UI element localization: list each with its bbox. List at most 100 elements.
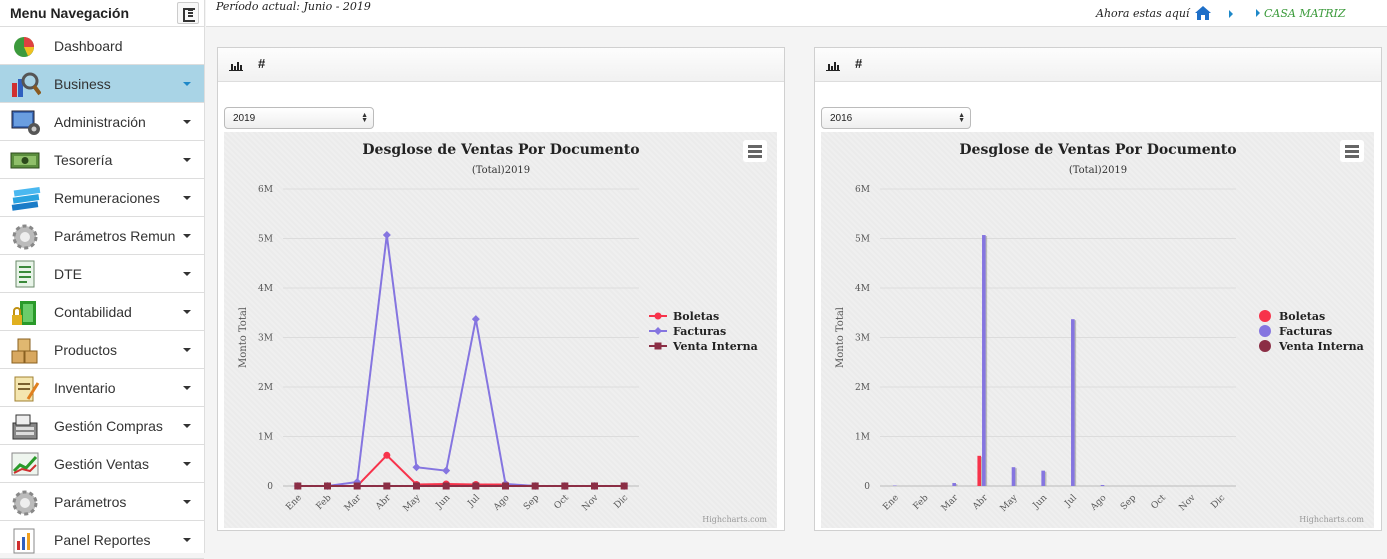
sales-chart-panel-line: # 2019 ▲▼ Desglose de Ventas Por Documen… xyxy=(217,47,785,531)
breadcrumb-separator-icon xyxy=(1256,9,1260,17)
sidebar-item-inventario[interactable]: Inventario xyxy=(0,369,204,407)
sidebar-item-label: Remuneraciones xyxy=(54,190,160,206)
year-select-value: 2016 xyxy=(830,113,852,124)
x-tick-label: Nov xyxy=(581,492,602,513)
x-tick-label: Ene xyxy=(284,493,304,513)
bar[interactable] xyxy=(1071,319,1075,486)
data-point[interactable] xyxy=(532,483,539,490)
sidebar-item-business[interactable]: Business xyxy=(0,65,204,103)
x-tick-label: Dic xyxy=(613,493,631,511)
x-tick-label: Ago xyxy=(1088,493,1108,513)
sidebar-item-label: Tesorería xyxy=(54,152,112,168)
sidebar-item-panel-reportes[interactable]: Panel Reportes xyxy=(0,521,204,559)
x-tick-label: Oct xyxy=(553,493,572,512)
bar[interactable] xyxy=(1012,467,1016,486)
legend-item-boletas[interactable]: Boletas xyxy=(1259,310,1325,323)
data-point[interactable] xyxy=(383,483,390,490)
chart-menu-icon[interactable] xyxy=(1340,140,1364,162)
legend-item-facturas[interactable]: Facturas xyxy=(649,325,726,338)
legend-item-venta-interna[interactable]: Venta Interna xyxy=(1259,340,1364,353)
y-tick-label: 2M xyxy=(258,383,273,393)
sidebar-item-contabilidad[interactable]: Contabilidad xyxy=(0,293,204,331)
sidebar-item-parametros-remun[interactable]: Parámetros Remun xyxy=(0,217,204,255)
bar[interactable] xyxy=(952,483,956,486)
sidebar-item-tesoreria[interactable]: Tesorería xyxy=(0,141,204,179)
panel-hash: # xyxy=(258,56,265,71)
sidebar-item-dte[interactable]: DTE xyxy=(0,255,204,293)
sidebar-item-dashboard[interactable]: Dashboard xyxy=(0,27,204,65)
data-point[interactable] xyxy=(324,483,331,490)
legend-marker-icon xyxy=(1259,340,1271,352)
chevron-down-icon xyxy=(183,82,191,86)
data-point[interactable] xyxy=(383,231,391,239)
bar[interactable] xyxy=(982,235,986,486)
data-point[interactable] xyxy=(621,483,628,490)
sidebar-item-administracion[interactable]: Administración xyxy=(0,103,204,141)
sidebar-item-label: Contabilidad xyxy=(54,304,132,320)
data-point[interactable] xyxy=(443,483,450,490)
sidebar-item-label: DTE xyxy=(54,266,82,282)
legend-item-facturas[interactable]: Facturas xyxy=(1259,325,1332,338)
sidebar-toggle-icon[interactable] xyxy=(177,2,199,24)
panel-hash: # xyxy=(855,56,862,71)
sidebar-item-label: Panel Reportes xyxy=(54,532,151,548)
data-point[interactable] xyxy=(413,463,421,471)
bar[interactable] xyxy=(977,456,981,486)
legend-label: Facturas xyxy=(673,325,726,338)
chart-menu-icon[interactable] xyxy=(743,140,767,162)
data-point[interactable] xyxy=(354,483,361,490)
legend-item-venta-interna[interactable]: Venta Interna xyxy=(649,340,758,353)
data-point[interactable] xyxy=(591,483,598,490)
chart-credit[interactable]: Highcharts.com xyxy=(702,515,767,524)
legend-marker-icon xyxy=(655,343,662,350)
data-point[interactable] xyxy=(502,483,509,490)
legend-label: Venta Interna xyxy=(1278,340,1364,353)
breadcrumb-label: Ahora estas aquí xyxy=(1096,7,1189,20)
data-point[interactable] xyxy=(294,483,301,490)
data-point[interactable] xyxy=(413,483,420,490)
chevron-down-icon xyxy=(183,310,191,314)
year-select[interactable]: 2019 ▲▼ xyxy=(224,107,374,129)
series-line-facturas[interactable] xyxy=(298,235,624,486)
bar[interactable] xyxy=(1041,471,1045,486)
x-tick-label: Feb xyxy=(315,493,334,512)
data-point[interactable] xyxy=(383,452,390,459)
sidebar-item-remuneraciones[interactable]: Remuneraciones xyxy=(0,179,204,217)
x-tick-label: May xyxy=(402,492,424,514)
data-point[interactable] xyxy=(442,467,450,475)
x-tick-label: Jul xyxy=(1062,493,1079,510)
chevron-down-icon xyxy=(183,158,191,162)
x-tick-label: Feb xyxy=(912,493,931,512)
home-icon[interactable] xyxy=(1194,5,1212,21)
chart-area: Desglose de Ventas Por Documento(Total)2… xyxy=(821,132,1374,528)
chart-credit[interactable]: Highcharts.com xyxy=(1299,515,1364,524)
sidebar-item-parametros[interactable]: Parámetros xyxy=(0,483,204,521)
year-select[interactable]: 2016 ▲▼ xyxy=(821,107,971,129)
breadcrumb-location[interactable]: CASA MATRIZ xyxy=(1264,7,1346,20)
legend-marker-icon xyxy=(1259,310,1271,322)
x-tick-label: Jun xyxy=(434,493,453,512)
year-select-value: 2019 xyxy=(233,113,255,124)
legend-item-boletas[interactable]: Boletas xyxy=(649,310,719,323)
bar[interactable] xyxy=(1101,485,1105,486)
data-point[interactable] xyxy=(472,315,480,323)
y-tick-label: 4M xyxy=(258,284,273,294)
y-axis-label: Monto Total xyxy=(835,307,846,368)
x-tick-label: Sep xyxy=(522,493,541,512)
sidebar-header: Menu Navegación xyxy=(0,0,204,27)
sidebar-item-gestion-ventas[interactable]: Gestión Ventas xyxy=(0,445,204,483)
data-point[interactable] xyxy=(472,483,479,490)
data-point[interactable] xyxy=(561,483,568,490)
series-line-boletas[interactable] xyxy=(298,455,624,486)
y-tick-label: 3M xyxy=(855,334,870,344)
panel-header: # xyxy=(218,48,784,82)
sidebar-item-gestion-compras[interactable]: Gestión Compras xyxy=(0,407,204,445)
x-tick-label: Ago xyxy=(491,493,511,513)
sidebar-item-label: Parámetros Remun xyxy=(54,228,175,244)
panel-header: # xyxy=(815,48,1381,82)
y-tick-label: 0 xyxy=(267,482,273,492)
parametros-remun-gear-icon xyxy=(9,221,41,251)
sidebar-item-productos[interactable]: Productos xyxy=(0,331,204,369)
x-tick-label: Nov xyxy=(1178,492,1199,513)
